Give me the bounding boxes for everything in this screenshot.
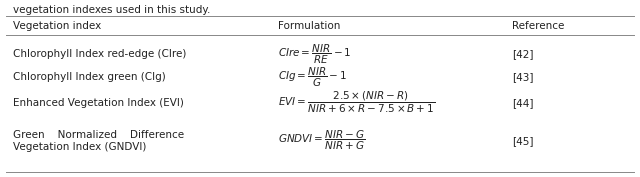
Text: [44]: [44]: [512, 98, 534, 108]
Text: Chlorophyll Index red-edge (CIre): Chlorophyll Index red-edge (CIre): [13, 49, 186, 59]
Text: [42]: [42]: [512, 49, 534, 59]
Text: Chlorophyll Index green (CIg): Chlorophyll Index green (CIg): [13, 72, 166, 82]
Text: $\mathit{CIre} = \dfrac{\mathit{NIR}}{\mathit{RE}} - 1$: $\mathit{CIre} = \dfrac{\mathit{NIR}}{\m…: [278, 42, 352, 66]
Text: $\mathit{CIg} = \dfrac{\mathit{NIR}}{\mathit{G}} - 1$: $\mathit{CIg} = \dfrac{\mathit{NIR}}{\ma…: [278, 65, 348, 89]
Text: Reference: Reference: [512, 21, 564, 31]
Text: Vegetation index: Vegetation index: [13, 21, 101, 31]
Text: vegetation indexes used in this study.: vegetation indexes used in this study.: [13, 5, 210, 15]
Text: $\mathit{GNDVI} = \dfrac{\mathit{NIR} - \mathit{G}}{\mathit{NIR} + \mathit{G}}$: $\mathit{GNDVI} = \dfrac{\mathit{NIR} - …: [278, 129, 366, 152]
Text: Formulation: Formulation: [278, 21, 340, 31]
Text: $\mathit{EVI} = \dfrac{2.5 \times (\mathit{NIR}-\mathit{R})}{\mathit{NIR} + 6 \t: $\mathit{EVI} = \dfrac{2.5 \times (\math…: [278, 90, 436, 115]
Text: Enhanced Vegetation Index (EVI): Enhanced Vegetation Index (EVI): [13, 98, 184, 108]
Text: Green    Normalized    Difference
Vegetation Index (GNDVI): Green Normalized Difference Vegetation I…: [13, 130, 184, 152]
Text: [45]: [45]: [512, 136, 534, 146]
Text: [43]: [43]: [512, 72, 534, 82]
